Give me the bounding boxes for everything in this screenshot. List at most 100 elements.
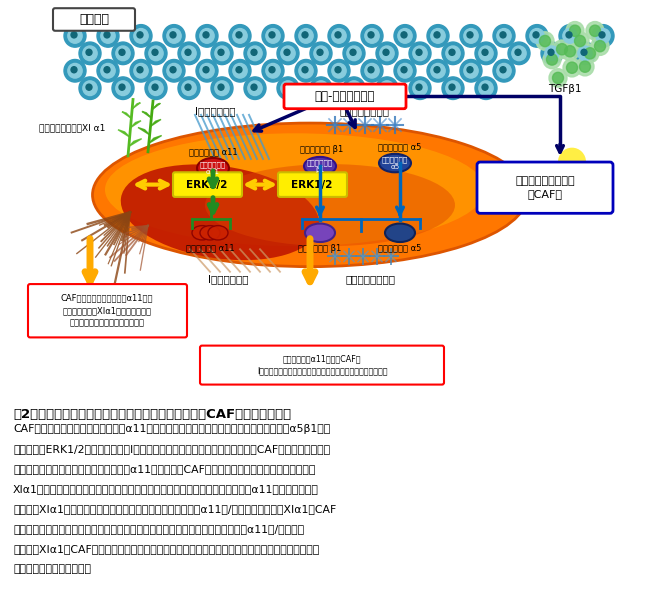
Circle shape (149, 81, 163, 96)
Circle shape (218, 84, 224, 90)
Circle shape (302, 32, 308, 38)
Circle shape (163, 59, 185, 82)
Ellipse shape (192, 225, 212, 240)
Ellipse shape (121, 164, 319, 260)
Circle shape (196, 59, 218, 82)
Circle shape (464, 28, 478, 43)
Circle shape (86, 49, 92, 55)
Circle shape (596, 28, 610, 43)
Circle shape (541, 42, 563, 65)
Circle shape (592, 25, 614, 47)
Circle shape (145, 42, 167, 65)
Polygon shape (151, 119, 161, 127)
Circle shape (310, 42, 332, 65)
FancyBboxPatch shape (53, 8, 135, 31)
Circle shape (328, 25, 350, 47)
Text: CAFで高発現しているインテグリンα11が、フィブロネクチン受容体であるインテグリンα5β1とは: CAFで高発現しているインテグリンα11が、フィブロネクチン受容体であるインテグ… (13, 424, 330, 434)
Circle shape (350, 49, 356, 55)
Polygon shape (149, 136, 162, 143)
Circle shape (229, 25, 251, 47)
Text: ERK1/2: ERK1/2 (187, 179, 228, 190)
Circle shape (413, 46, 427, 61)
Circle shape (530, 28, 544, 43)
Circle shape (361, 59, 383, 82)
Circle shape (167, 64, 181, 78)
Circle shape (540, 35, 551, 47)
Circle shape (599, 32, 605, 38)
Circle shape (64, 59, 86, 82)
Circle shape (79, 42, 101, 65)
Circle shape (203, 32, 209, 38)
Text: TGFβ受容体: TGFβ受容体 (552, 171, 592, 180)
Circle shape (101, 64, 115, 78)
Circle shape (569, 25, 580, 36)
Circle shape (178, 42, 200, 65)
Circle shape (185, 84, 191, 90)
Circle shape (526, 25, 548, 47)
Circle shape (512, 46, 526, 61)
Circle shape (563, 58, 581, 77)
Circle shape (314, 81, 328, 96)
Circle shape (556, 44, 567, 55)
Circle shape (116, 46, 130, 61)
Circle shape (152, 49, 158, 55)
Circle shape (561, 42, 579, 61)
Circle shape (119, 84, 125, 90)
Circle shape (134, 64, 148, 78)
Circle shape (383, 49, 389, 55)
Circle shape (575, 35, 586, 47)
Circle shape (475, 42, 497, 65)
Circle shape (343, 77, 365, 99)
Circle shape (368, 32, 374, 38)
Circle shape (365, 64, 379, 78)
Circle shape (152, 84, 158, 90)
Circle shape (442, 77, 464, 99)
Circle shape (317, 49, 323, 55)
Ellipse shape (200, 225, 220, 240)
Text: インテグリン β1: インテグリン β1 (300, 145, 344, 154)
Circle shape (482, 84, 488, 90)
Circle shape (277, 77, 299, 99)
Circle shape (578, 46, 592, 61)
Circle shape (295, 25, 317, 47)
Circle shape (119, 49, 125, 55)
Circle shape (416, 49, 422, 55)
Circle shape (479, 81, 493, 96)
Circle shape (211, 77, 233, 99)
Circle shape (548, 49, 554, 55)
Circle shape (536, 32, 554, 50)
Text: ンタイプXIα1の発現がより増強したことから、インテグリンα11＋/コラーゲンタイプXIα1＋CAF: ンタイプXIα1の発現がより増強したことから、インテグリンα11＋/コラーゲンタ… (13, 504, 336, 514)
Text: インテグリンα11高発現CAFの
I型コラーゲンやフィブロネクチンに対する遊走が活性化する: インテグリンα11高発現CAFの I型コラーゲンやフィブロネクチンに対する遊走が… (257, 355, 387, 376)
Polygon shape (131, 121, 141, 128)
Circle shape (86, 84, 92, 90)
Circle shape (398, 28, 412, 43)
Circle shape (566, 32, 572, 38)
Circle shape (434, 67, 440, 73)
FancyBboxPatch shape (28, 284, 187, 338)
Circle shape (431, 64, 445, 78)
Circle shape (277, 42, 299, 65)
Circle shape (266, 64, 280, 78)
Polygon shape (152, 103, 161, 110)
Text: インテグリン
β1: インテグリン β1 (307, 159, 333, 173)
Circle shape (332, 28, 346, 43)
Text: 独立して、ERK1/2シグナルを介しI型コラーゲンやフィブロネクチンに向かうCAFの遊走能を高めて: 独立して、ERK1/2シグナルを介しI型コラーゲンやフィブロネクチンに向かうCA… (13, 444, 330, 454)
Circle shape (281, 81, 295, 96)
Circle shape (591, 37, 609, 55)
Circle shape (493, 25, 515, 47)
Circle shape (145, 77, 167, 99)
Circle shape (97, 59, 119, 82)
Text: インテグリン β1: インテグリン β1 (298, 244, 342, 253)
Ellipse shape (304, 157, 336, 175)
Circle shape (343, 42, 365, 65)
Text: インテグリン α5: インテグリン α5 (378, 244, 422, 253)
Circle shape (571, 32, 589, 50)
Circle shape (500, 67, 506, 73)
Ellipse shape (385, 224, 415, 242)
Circle shape (248, 46, 262, 61)
Circle shape (431, 28, 445, 43)
Circle shape (64, 25, 86, 47)
Circle shape (97, 25, 119, 47)
Circle shape (112, 77, 134, 99)
Circle shape (350, 84, 356, 90)
